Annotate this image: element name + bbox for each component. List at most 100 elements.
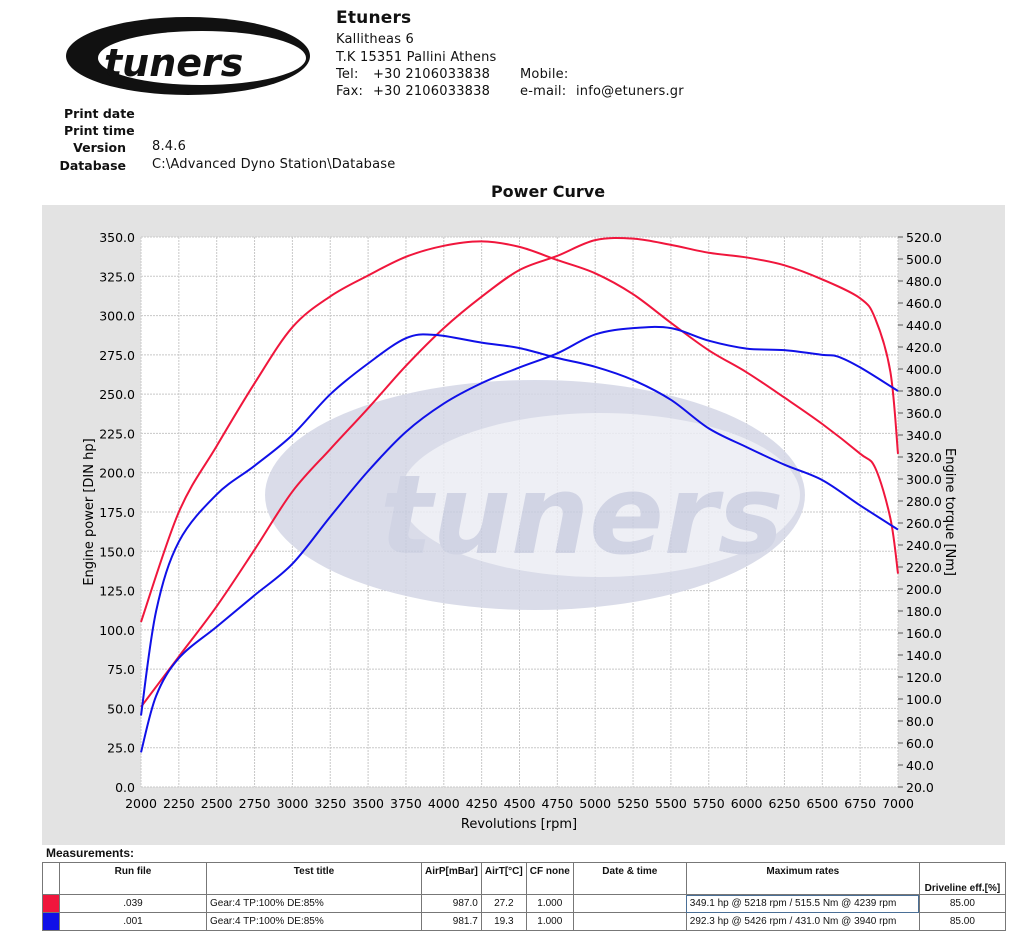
company-name: Etuners bbox=[336, 8, 412, 28]
y2-tick-label: 380.0 bbox=[906, 384, 942, 399]
y-tick-label: 150.0 bbox=[99, 544, 135, 559]
measurements-title: Measurements: bbox=[46, 846, 135, 860]
y-tick-label: 125.0 bbox=[99, 584, 135, 599]
database-value: C:\Advanced Dyno Station\Database bbox=[152, 157, 396, 172]
date-time bbox=[572, 912, 687, 931]
y-tick-label: 275.0 bbox=[99, 348, 135, 363]
run-color-swatch bbox=[42, 912, 60, 931]
col-driveline-eff: Driveline eff.[%] bbox=[918, 862, 1007, 895]
y2-tick-label: 340.0 bbox=[906, 428, 942, 443]
y2-tick-label: 100.0 bbox=[906, 692, 942, 707]
y-tick-label: 175.0 bbox=[99, 505, 135, 520]
version-value: 8.4.6 bbox=[152, 139, 187, 154]
y2-tick-label: 80.0 bbox=[906, 714, 934, 729]
x-tick-label: 3750 bbox=[390, 796, 422, 811]
tel-value: +30 2106033838 bbox=[373, 67, 491, 82]
y2-tick-label: 160.0 bbox=[906, 626, 942, 641]
x-tick-label: 5250 bbox=[617, 796, 649, 811]
series-line-039-torque bbox=[140, 240, 899, 623]
fax-label: Fax: bbox=[336, 84, 364, 99]
table-row[interactable]: .039 Gear:4 TP:100% DE:85% 987.0 27.2 1.… bbox=[42, 894, 1007, 913]
y-tick-label: 0.0 bbox=[115, 780, 135, 795]
y2-tick-label: 280.0 bbox=[906, 494, 942, 509]
y2-tick-label: 220.0 bbox=[906, 560, 942, 575]
series-line-001-power bbox=[140, 325, 899, 753]
table-row[interactable]: .001 Gear:4 TP:100% DE:85% 981.7 19.3 1.… bbox=[42, 912, 1007, 931]
x-tick-label: 3500 bbox=[352, 796, 384, 811]
y2-tick-label: 300.0 bbox=[906, 472, 942, 487]
y-tick-label: 300.0 bbox=[99, 309, 135, 324]
email-value: info@etuners.gr bbox=[576, 84, 684, 99]
col-cf: CF none bbox=[525, 862, 574, 895]
col-test-title: Test title bbox=[206, 862, 422, 895]
y2-tick-label: 40.0 bbox=[906, 758, 934, 773]
col-date-time: Date & time bbox=[572, 862, 687, 895]
database-label: Database bbox=[59, 158, 126, 173]
x-tick-label: 4500 bbox=[504, 796, 536, 811]
y2-tick-label: 400.0 bbox=[906, 362, 942, 377]
correction-factor: 1.000 bbox=[525, 912, 574, 931]
y2-tick-label: 320.0 bbox=[906, 450, 942, 465]
y2-tick-label: 60.0 bbox=[906, 736, 934, 751]
y2-tick-label: 240.0 bbox=[906, 538, 942, 553]
y2-tick-label: 500.0 bbox=[906, 252, 942, 267]
x-tick-label: 7000 bbox=[882, 796, 914, 811]
y2-tick-label: 260.0 bbox=[906, 516, 942, 531]
fax-value: +30 2106033838 bbox=[373, 84, 491, 99]
chart-title: Power Curve bbox=[490, 182, 606, 201]
y2-tick-label: 20.0 bbox=[906, 780, 934, 795]
x-tick-label: 4250 bbox=[466, 796, 498, 811]
col-max-rates: Maximum rates bbox=[685, 862, 920, 895]
x-tick-label: 2250 bbox=[163, 796, 195, 811]
date-time bbox=[572, 894, 687, 913]
x-tick-label: 3000 bbox=[276, 796, 308, 811]
email-label: e-mail: bbox=[520, 84, 567, 99]
x-axis-label: Revolutions [rpm] bbox=[461, 817, 577, 832]
svg-text:tuners: tuners bbox=[104, 41, 243, 85]
x-tick-label: 2000 bbox=[125, 796, 157, 811]
y-tick-label: 50.0 bbox=[107, 701, 135, 716]
x-tick-label: 2750 bbox=[239, 796, 271, 811]
air-temp: 19.3 bbox=[480, 912, 527, 931]
col-airp: AirP[mBar] bbox=[421, 862, 482, 895]
x-tick-label: 3250 bbox=[314, 796, 346, 811]
y-tick-label: 350.0 bbox=[99, 230, 135, 245]
driveline-eff: 85.00 bbox=[918, 912, 1007, 931]
col-run-file: Run file bbox=[59, 862, 207, 895]
print-date-label: Print date bbox=[64, 106, 135, 121]
y2-tick-label: 120.0 bbox=[906, 670, 942, 685]
x-tick-label: 4750 bbox=[541, 796, 573, 811]
test-title: Gear:4 TP:100% DE:85% bbox=[206, 912, 422, 931]
y2-tick-label: 480.0 bbox=[906, 274, 942, 289]
series-line-001-torque bbox=[140, 333, 899, 716]
address-line2: T.K 15351 Pallini Athens bbox=[336, 50, 497, 65]
y2-tick-label: 460.0 bbox=[906, 296, 942, 311]
y-tick-label: 25.0 bbox=[107, 741, 135, 756]
y-tick-label: 200.0 bbox=[99, 466, 135, 481]
x-tick-label: 6000 bbox=[731, 796, 763, 811]
y-tick-label: 250.0 bbox=[99, 387, 135, 402]
y2-tick-label: 520.0 bbox=[906, 230, 942, 245]
mobile-label: Mobile: bbox=[520, 67, 569, 82]
y-tick-label: 325.0 bbox=[99, 269, 135, 284]
x-tick-label: 6750 bbox=[844, 796, 876, 811]
run-file: .001 bbox=[59, 912, 207, 931]
version-label: Version bbox=[73, 140, 126, 155]
air-pressure: 981.7 bbox=[421, 912, 482, 931]
test-title: Gear:4 TP:100% DE:85% bbox=[206, 894, 422, 913]
y-tick-label: 225.0 bbox=[99, 426, 135, 441]
print-time-label: Print time bbox=[64, 123, 135, 138]
col-airt: AirT[°C] bbox=[480, 862, 527, 895]
address-line1: Kallitheas 6 bbox=[336, 32, 414, 47]
x-tick-label: 6250 bbox=[769, 796, 801, 811]
maximum-rates: 349.1 hp @ 5218 rpm / 515.5 Nm @ 4239 rp… bbox=[685, 894, 920, 913]
series-line-039-power bbox=[140, 236, 899, 708]
etuners-logo: tuners bbox=[66, 17, 310, 95]
correction-factor: 1.000 bbox=[525, 894, 574, 913]
y2-tick-label: 200.0 bbox=[906, 582, 942, 597]
y-tick-label: 75.0 bbox=[107, 662, 135, 677]
svg-text:tuners: tuners bbox=[380, 451, 784, 579]
driveline-eff: 85.00 bbox=[918, 894, 1007, 913]
y2-tick-label: 360.0 bbox=[906, 406, 942, 421]
